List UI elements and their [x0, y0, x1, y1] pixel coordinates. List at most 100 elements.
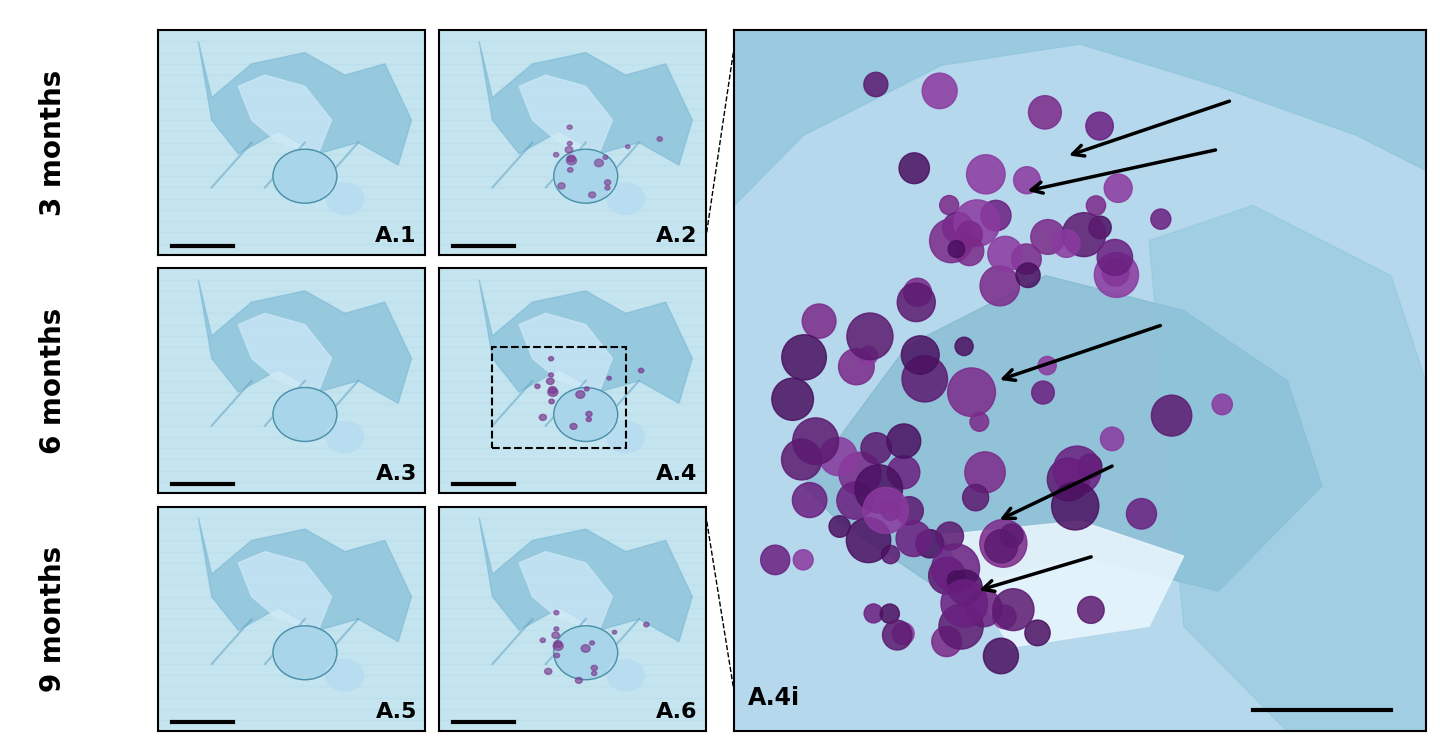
Circle shape — [904, 278, 932, 306]
Circle shape — [962, 484, 989, 510]
Circle shape — [847, 517, 891, 562]
Bar — [158, 188, 425, 198]
Bar — [439, 630, 706, 642]
Circle shape — [838, 348, 874, 385]
Circle shape — [955, 237, 984, 265]
Bar — [158, 619, 425, 630]
Text: A.3: A.3 — [376, 464, 416, 484]
Circle shape — [1100, 427, 1123, 451]
Bar — [158, 280, 425, 291]
Circle shape — [916, 529, 943, 558]
Bar — [158, 347, 425, 358]
Polygon shape — [734, 30, 1426, 206]
Bar — [439, 221, 706, 232]
Circle shape — [981, 266, 1020, 306]
Circle shape — [554, 641, 562, 648]
Bar — [439, 87, 706, 97]
Bar — [439, 41, 706, 53]
Bar — [439, 232, 706, 244]
Bar — [439, 709, 706, 720]
Bar — [158, 268, 425, 280]
Circle shape — [956, 222, 982, 247]
Circle shape — [1077, 454, 1102, 479]
Bar — [158, 608, 425, 619]
Bar — [158, 664, 425, 676]
Bar — [439, 188, 706, 198]
Polygon shape — [520, 75, 612, 154]
Bar — [439, 143, 706, 154]
Bar — [158, 507, 425, 518]
Circle shape — [540, 415, 546, 421]
Polygon shape — [480, 518, 693, 642]
Circle shape — [589, 192, 596, 198]
Bar — [439, 268, 706, 280]
Bar — [158, 210, 425, 221]
Bar — [158, 75, 425, 87]
Circle shape — [1047, 458, 1090, 501]
Circle shape — [1086, 196, 1106, 216]
Circle shape — [1089, 216, 1112, 239]
Bar — [158, 676, 425, 686]
Circle shape — [1063, 213, 1106, 256]
Circle shape — [1212, 394, 1233, 415]
Bar — [439, 97, 706, 109]
Bar — [439, 596, 706, 608]
Circle shape — [1126, 498, 1156, 529]
Circle shape — [567, 155, 576, 162]
Bar — [439, 210, 706, 221]
Circle shape — [932, 627, 962, 657]
Bar — [439, 664, 706, 676]
Circle shape — [605, 185, 611, 190]
Circle shape — [782, 439, 822, 480]
Circle shape — [547, 388, 557, 397]
Bar — [158, 131, 425, 143]
Bar — [439, 109, 706, 120]
Circle shape — [988, 236, 1022, 271]
Circle shape — [930, 219, 973, 262]
Bar — [439, 448, 706, 459]
Bar — [158, 176, 425, 188]
Bar — [439, 280, 706, 291]
Bar — [158, 41, 425, 53]
Circle shape — [544, 668, 552, 674]
Circle shape — [554, 626, 618, 679]
Bar — [439, 426, 706, 437]
Circle shape — [1053, 230, 1080, 257]
Bar — [439, 415, 706, 426]
Circle shape — [984, 638, 1018, 674]
Circle shape — [940, 580, 988, 627]
Bar — [158, 314, 425, 325]
Circle shape — [939, 604, 984, 649]
Circle shape — [948, 368, 995, 416]
Circle shape — [564, 146, 573, 153]
Circle shape — [327, 421, 363, 452]
Circle shape — [948, 241, 965, 258]
Bar — [439, 176, 706, 188]
Text: A.1: A.1 — [376, 226, 416, 246]
Circle shape — [549, 387, 557, 394]
Circle shape — [1011, 244, 1041, 274]
Bar — [158, 403, 425, 415]
Text: A.4i: A.4i — [749, 686, 801, 710]
Circle shape — [936, 522, 963, 550]
Circle shape — [929, 557, 965, 594]
Circle shape — [1097, 240, 1133, 275]
Circle shape — [1104, 174, 1132, 202]
Circle shape — [966, 155, 1005, 194]
Bar — [439, 53, 706, 64]
Bar — [439, 653, 706, 664]
Circle shape — [553, 642, 563, 651]
Circle shape — [657, 136, 662, 141]
Bar — [158, 232, 425, 244]
Circle shape — [861, 433, 891, 464]
Circle shape — [567, 125, 572, 130]
Circle shape — [932, 544, 979, 593]
Bar — [158, 541, 425, 552]
Circle shape — [965, 590, 1002, 627]
Bar — [439, 75, 706, 87]
Bar — [439, 482, 706, 493]
Circle shape — [595, 159, 603, 167]
Circle shape — [554, 388, 618, 441]
Circle shape — [576, 391, 585, 398]
Circle shape — [554, 149, 618, 203]
